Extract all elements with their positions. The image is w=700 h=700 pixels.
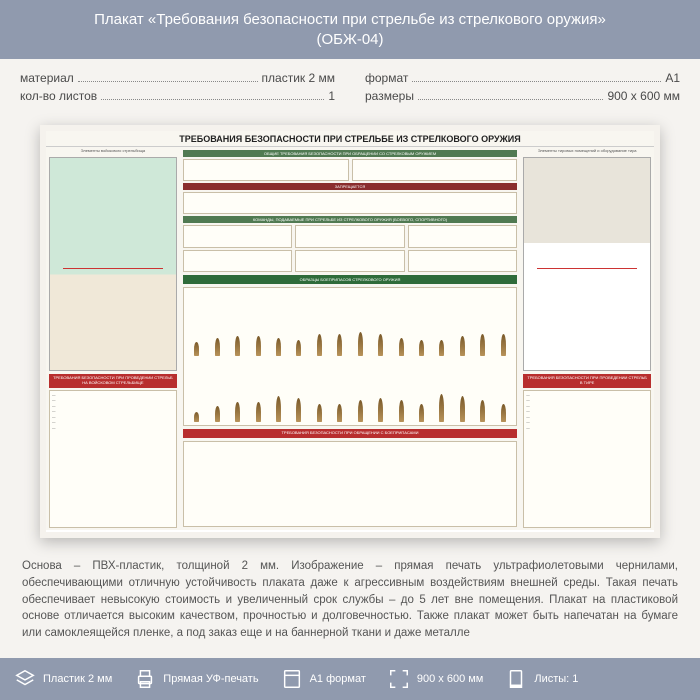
poster-col-left: Элементы войскового стрельбища ТРЕБОВАНИ… <box>46 147 180 530</box>
spec-dots <box>78 81 258 82</box>
specs-col-left: материал пластик 2 мм кол-во листов 1 <box>20 71 335 107</box>
bullet-icon <box>501 404 506 422</box>
red-band: ТРЕБОВАНИЯ БЕЗОПАСНОСТИ ПРИ ОБРАЩЕНИИ С … <box>183 429 518 438</box>
spec-label: материал <box>20 71 74 85</box>
bullet-icon <box>194 342 199 356</box>
bullet-icon <box>378 398 383 422</box>
footer-item-format: A1 формат <box>281 668 366 690</box>
spec-value: пластик 2 мм <box>262 71 335 85</box>
bullet-icon <box>276 338 281 356</box>
text-block <box>183 441 518 527</box>
footer-label: Пластик 2 мм <box>43 673 112 685</box>
sheets-icon <box>505 668 527 690</box>
bullet-icon <box>480 400 485 422</box>
bullet-icon <box>296 398 301 422</box>
subhead: КОМАНДЫ, ПОДАВАЕМЫЕ ПРИ СТРЕЛЬБЕ ИЗ СТРЕ… <box>183 216 518 223</box>
bullet-row <box>187 291 514 356</box>
red-band: ТРЕБОВАНИЯ БЕЗОПАСНОСТИ ПРИ ПРОВЕДЕНИИ С… <box>49 374 177 388</box>
subhead: ЗАПРЕЩАЕТСЯ <box>183 183 518 190</box>
bullet-icon <box>460 336 465 356</box>
range-diagram <box>49 157 177 371</box>
bullet-icon <box>215 406 220 422</box>
green-head: ОБЩИЕ ТРЕБОВАНИЯ БЕЗОПАСНОСТИ ПРИ ОБРАЩЕ… <box>183 150 518 157</box>
footer-bar: Пластик 2 мм Прямая УФ-печать A1 формат … <box>0 658 700 700</box>
printer-icon <box>134 668 156 690</box>
specs-block: материал пластик 2 мм кол-во листов 1 фо… <box>0 59 700 117</box>
bullet-icon <box>276 396 281 422</box>
spec-value: 900 х 600 мм <box>607 89 680 103</box>
spec-value: A1 <box>665 71 680 85</box>
bullet-icon <box>358 332 363 356</box>
specs-col-right: формат A1 размеры 900 х 600 мм <box>365 71 680 107</box>
format-icon <box>281 668 303 690</box>
bullet-icon <box>480 334 485 356</box>
poster: ТРЕБОВАНИЯ БЕЗОПАСНОСТИ ПРИ СТРЕЛЬБЕ ИЗ … <box>40 125 660 538</box>
bullet-icon <box>378 334 383 356</box>
spec-dots <box>418 99 604 100</box>
red-band: ТРЕБОВАНИЯ БЕЗОПАСНОСТИ ПРИ ПРОВЕДЕНИИ С… <box>523 374 651 388</box>
layers-icon <box>14 668 36 690</box>
bullet-icon <box>460 396 465 422</box>
bullet-icon <box>317 404 322 422</box>
bullet-icon <box>194 412 199 422</box>
spec-row: кол-во листов 1 <box>20 89 335 103</box>
spec-label: формат <box>365 71 408 85</box>
ammo-block <box>183 287 518 426</box>
footer-label: 900 х 600 мм <box>417 673 484 685</box>
bullet-icon <box>296 340 301 356</box>
bullet-icon <box>501 334 506 356</box>
poster-body: Элементы войскового стрельбища ТРЕБОВАНИ… <box>46 147 654 530</box>
bullet-icon <box>439 340 444 356</box>
text-block: ——————— <box>523 390 651 529</box>
bullet-icon <box>399 338 404 356</box>
bullet-icon <box>399 400 404 422</box>
footer-item-sheets: Листы: 1 <box>505 668 578 690</box>
bullet-icon <box>256 402 261 422</box>
poster-preview: ТРЕБОВАНИЯ БЕЗОПАСНОСТИ ПРИ СТРЕЛЬБЕ ИЗ … <box>40 125 660 538</box>
bullet-row <box>187 358 514 423</box>
size-icon <box>388 668 410 690</box>
spec-dots <box>412 81 661 82</box>
footer-item-print: Прямая УФ-печать <box>134 668 258 690</box>
spec-row: формат A1 <box>365 71 680 85</box>
footer-item-size: 900 х 600 мм <box>388 668 484 690</box>
bullet-icon <box>317 334 322 356</box>
diagram-caption: Элементы тировых помещений и оборудовани… <box>520 147 654 154</box>
footer-item-material: Пластик 2 мм <box>14 668 112 690</box>
bullet-icon <box>439 394 444 422</box>
spec-dots <box>101 99 324 100</box>
bullet-icon <box>215 338 220 356</box>
bullet-icon <box>337 334 342 356</box>
poster-col-right: Элементы тировых помещений и оборудовани… <box>520 147 654 530</box>
spec-label: размеры <box>365 89 414 103</box>
tir-diagram <box>523 157 651 371</box>
bullet-icon <box>235 336 240 356</box>
title-line2: (ОБЖ-04) <box>12 30 688 50</box>
text-block: ——————— <box>49 390 177 529</box>
bullet-icon <box>235 402 240 422</box>
bullet-icon <box>419 340 424 356</box>
mid-top: ОБЩИЕ ТРЕБОВАНИЯ БЕЗОПАСНОСТИ ПРИ ОБРАЩЕ… <box>183 150 518 272</box>
spec-row: размеры 900 х 600 мм <box>365 89 680 103</box>
bullet-icon <box>256 336 261 356</box>
footer-label: Листы: 1 <box>534 673 578 685</box>
spec-row: материал пластик 2 мм <box>20 71 335 85</box>
poster-col-mid: ОБЩИЕ ТРЕБОВАНИЯ БЕЗОПАСНОСТИ ПРИ ОБРАЩЕ… <box>180 147 521 530</box>
spec-label: кол-во листов <box>20 89 97 103</box>
bullet-icon <box>419 404 424 422</box>
footer-label: Прямая УФ-печать <box>163 673 258 685</box>
footer-label: A1 формат <box>310 673 366 685</box>
spec-value: 1 <box>328 89 335 103</box>
title-line1: Плакат «Требования безопасности при стре… <box>12 10 688 30</box>
poster-title: ТРЕБОВАНИЯ БЕЗОПАСНОСТИ ПРИ СТРЕЛЬБЕ ИЗ … <box>46 131 654 147</box>
bullet-icon <box>337 404 342 422</box>
diagram-caption: Элементы войскового стрельбища <box>46 147 180 154</box>
green-band: ОБРАЗЦЫ БОЕПРИПАСОВ СТРЕЛКОВОГО ОРУЖИЯ <box>183 275 518 284</box>
page-title-bar: Плакат «Требования безопасности при стре… <box>0 0 700 59</box>
bullet-icon <box>358 400 363 422</box>
